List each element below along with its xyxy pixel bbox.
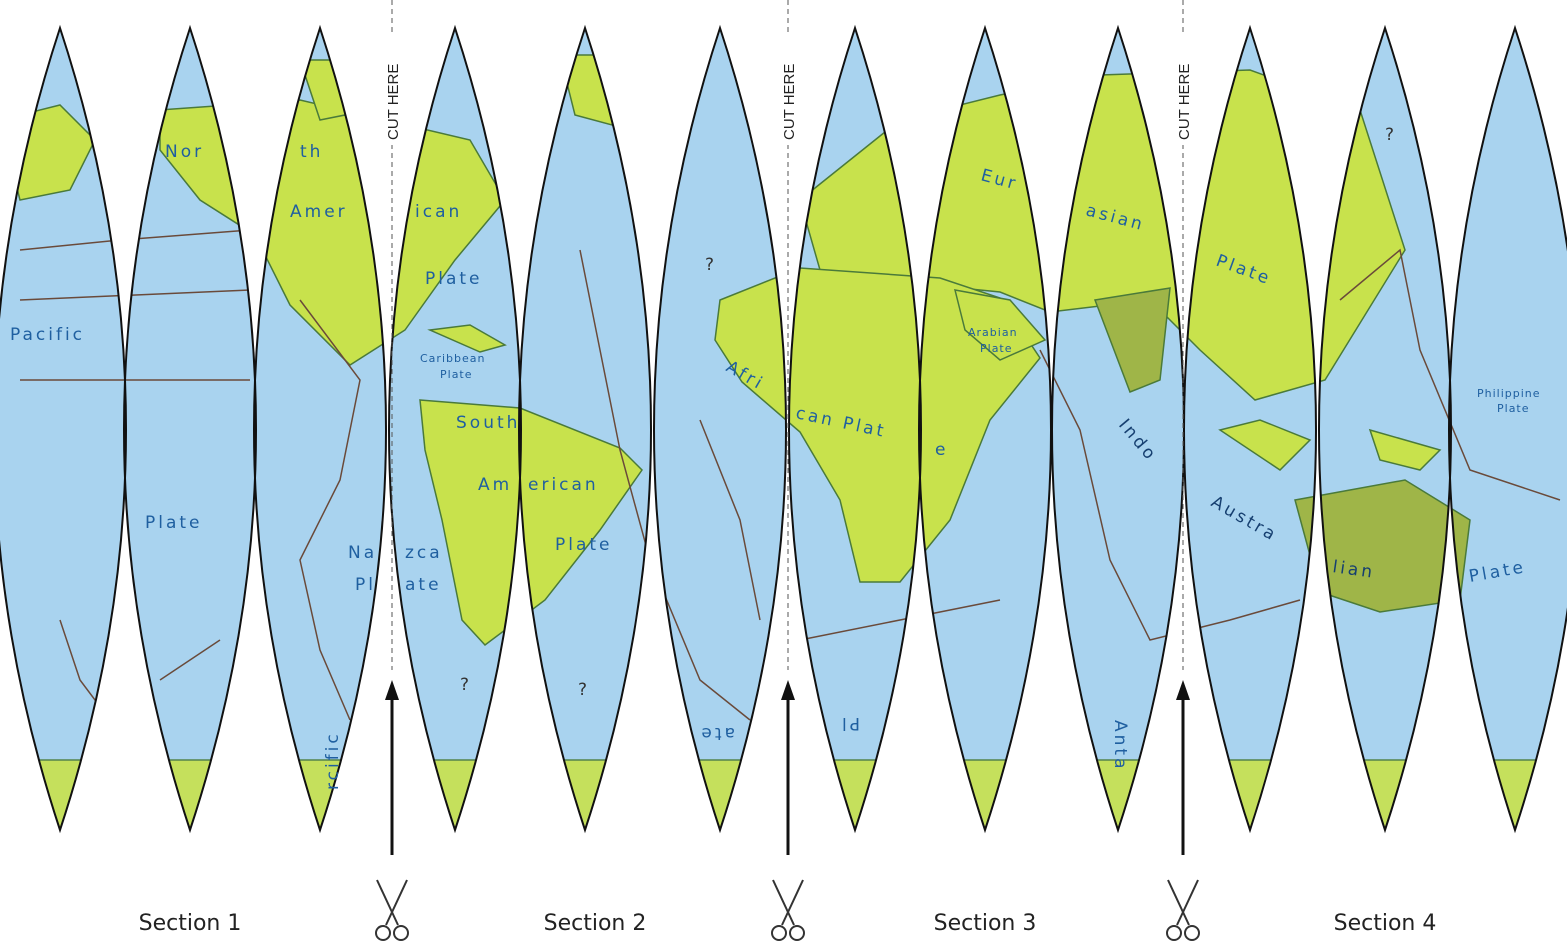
cut-label-bg: [1173, 35, 1193, 145]
gore-outline: [1183, 24, 1317, 834]
gore-outline: [253, 24, 387, 834]
arrow-head: [781, 680, 795, 700]
map-label: Arabian: [968, 326, 1018, 339]
map-label: Plate: [145, 513, 203, 533]
gore-outline: [653, 24, 787, 834]
map-label: ate: [405, 575, 442, 595]
gore: [1449, 28, 1567, 830]
gore: [124, 28, 256, 830]
map-label: Caribbean: [420, 352, 485, 365]
cut-label: CUT HERE: [385, 64, 402, 140]
map-label: Pl: [839, 713, 860, 733]
gore-outline: [1318, 24, 1452, 834]
map-label: Plate: [425, 269, 483, 289]
map-label: e: [935, 440, 948, 460]
blade: [781, 879, 804, 926]
blade: [1167, 879, 1190, 926]
gore: [519, 28, 651, 830]
map-label: Anta: [1110, 720, 1130, 772]
map-label: Na: [348, 543, 377, 563]
scissors-icon: [375, 879, 409, 941]
section-label: Section 3: [934, 911, 1037, 936]
scissors-icon: [771, 879, 805, 941]
map-label: Plate: [555, 535, 613, 555]
handle: [375, 925, 391, 941]
gore-outline: [918, 24, 1052, 834]
map-label: Nor: [165, 142, 204, 162]
section-label: Section 1: [139, 911, 242, 936]
gore: [654, 28, 786, 830]
plate-boundaries: [19, 229, 1561, 721]
map-label: Philippine: [1477, 387, 1541, 400]
gore-outline: [1448, 24, 1567, 834]
handle: [771, 925, 787, 941]
section-label: Section 2: [544, 911, 647, 936]
map-label: Plate: [1497, 402, 1530, 415]
blade: [376, 879, 399, 926]
map-label: Plate: [980, 342, 1013, 355]
gore-outline: [1051, 24, 1185, 834]
arrow-head: [385, 680, 399, 700]
handle: [393, 925, 409, 941]
map-label: ?: [460, 675, 472, 695]
map-label: Pacific: [10, 325, 85, 345]
section-labels: Section 1 Section 2 Section 3 Section 4: [139, 911, 1437, 936]
map-label: erican: [528, 475, 599, 495]
handle: [1184, 925, 1200, 941]
map-label: rcific: [323, 731, 343, 790]
map-label: ?: [578, 680, 590, 700]
blade: [772, 879, 795, 926]
map-label: ?: [1385, 125, 1397, 145]
map-label: zca: [405, 543, 443, 563]
gore-outline: [518, 24, 652, 834]
map-label: Pl: [355, 575, 376, 595]
cut-label-bg: [778, 35, 798, 145]
cut-label: CUT HERE: [1176, 64, 1193, 140]
map-label: ican: [415, 202, 462, 222]
gore-outline: [123, 24, 257, 834]
arrow-head: [1176, 680, 1190, 700]
ocean: [0, 28, 1567, 830]
blade: [1176, 879, 1199, 926]
gore-outline: [388, 24, 522, 834]
section-label: Section 4: [1334, 911, 1437, 936]
gore-outline: [788, 24, 922, 834]
gore-outlines: [0, 24, 1567, 834]
blade: [385, 879, 408, 926]
cut-label-bg: [382, 35, 402, 145]
scissors-icon: [1166, 879, 1200, 941]
map-label: South: [456, 413, 520, 433]
map-label: Am: [478, 475, 512, 495]
map-label: ate: [698, 723, 735, 743]
handle: [789, 925, 805, 941]
gore: [1319, 28, 1451, 830]
map-label: ?: [705, 255, 717, 275]
gore-outline: [0, 24, 127, 834]
map-label: th: [300, 142, 323, 162]
cut-guides: CUT HERE CUT HERE CUT HERE: [375, 0, 1200, 941]
map-label: Amer: [290, 202, 348, 222]
map-label: Plate: [440, 368, 473, 381]
gore: [0, 28, 126, 830]
cut-label: CUT HERE: [781, 64, 798, 140]
handle: [1166, 925, 1182, 941]
